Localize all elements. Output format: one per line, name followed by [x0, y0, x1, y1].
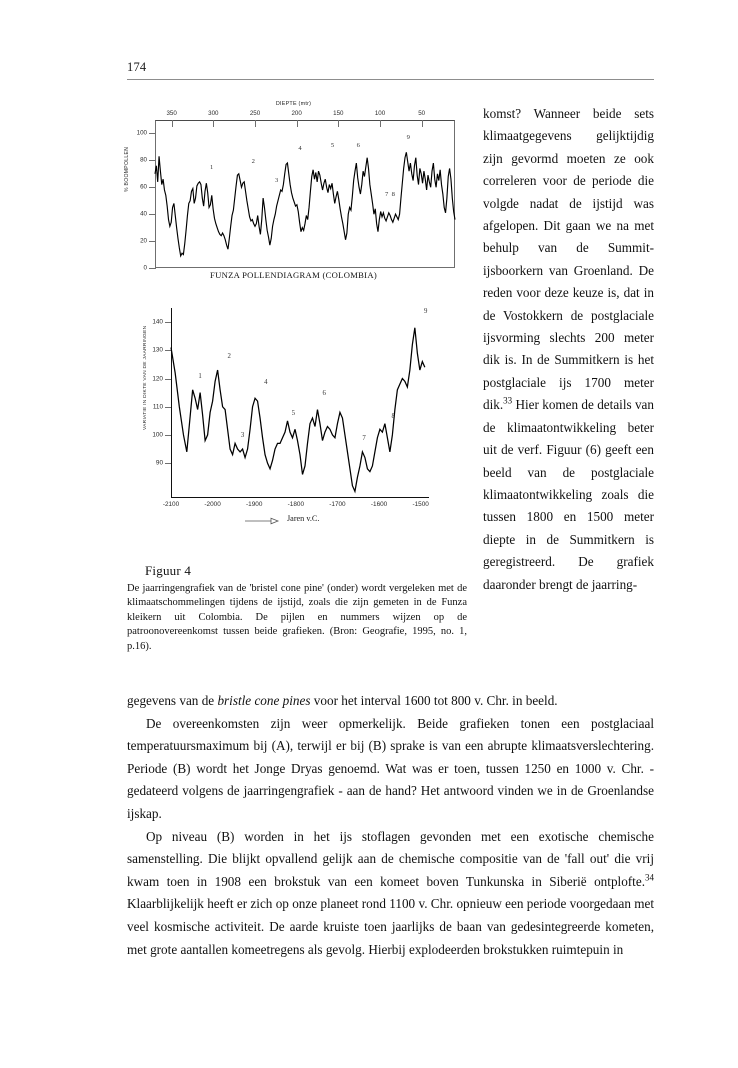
y-tick-mark — [165, 350, 171, 352]
x-tick-label: 150 — [333, 110, 344, 117]
chart-bottom-y-axis — [171, 308, 173, 498]
y-tick-label: 100 — [152, 431, 163, 439]
chart-bottom-x-axis — [171, 497, 429, 499]
chart-marker-7: 7 — [385, 190, 389, 198]
y-tick-label: 130 — [152, 346, 163, 354]
figure-label: Figuur 4 — [145, 563, 192, 578]
body-p1-part-b: voor het interval 1600 tot 800 v. Chr. i… — [310, 693, 558, 708]
chart-marker-1: 1 — [198, 373, 202, 381]
right-column-paragraph: komst? Wanneer beide sets klimaatgegeven… — [483, 103, 654, 596]
y-tick-mark — [165, 434, 171, 436]
chart-marker-6: 6 — [322, 390, 326, 398]
y-tick-label: 60 — [140, 183, 147, 191]
body-p1-part-a: gegevens van de — [127, 693, 218, 708]
body-paragraph-2: De overeenkomsten zijn weer opmerkelijk.… — [127, 715, 654, 821]
chart-marker-5: 5 — [291, 409, 296, 417]
chart-marker-5: 5 — [330, 142, 335, 150]
y-tick-mark — [165, 406, 171, 408]
x-tick-mark — [296, 120, 298, 127]
chart-marker-3: 3 — [240, 432, 245, 440]
footnote-ref-34: 34 — [645, 872, 654, 883]
right-col-part-2: Hier komen de details van de klimaatontw… — [483, 397, 654, 592]
right-col-part-1: komst? Wanneer beide sets klimaatgegeven… — [483, 106, 654, 413]
x-tick-mark — [255, 120, 256, 127]
body-paragraph-1: gegevens van de bristle cone pines voor … — [127, 690, 654, 713]
x-tick-label: -1900 — [246, 501, 263, 508]
y-tick-mark — [165, 463, 171, 465]
chart-marker-3: 3 — [275, 177, 279, 185]
y-tick-label: 90 — [155, 459, 163, 467]
chart-top-series — [154, 152, 456, 258]
x-tick-label: 100 — [374, 110, 386, 117]
chart-marker-2: 2 — [227, 353, 231, 361]
x-tick-label: 350 — [166, 110, 177, 117]
y-tick-mark — [149, 268, 156, 269]
body-p3-part-b: Klaarblijkelijk heeft er zich op onze pl… — [127, 896, 654, 957]
bristlecone-tree-ring-chart: VARIATIE IN DIKTE VAN DE JAARRINGEN 90 10… — [127, 302, 460, 537]
x-tick-label: 200 — [291, 110, 302, 117]
chart-marker-4: 4 — [264, 378, 268, 386]
x-tick-label: -1700 — [329, 501, 346, 508]
footnote-ref-33: 33 — [503, 395, 513, 406]
y-tick-label: 120 — [152, 375, 163, 383]
y-tick-mark — [149, 187, 156, 189]
x-tick-label: 250 — [249, 110, 261, 117]
x-tick-mark — [171, 120, 173, 127]
y-tick-mark — [165, 378, 171, 380]
y-tick-mark — [149, 214, 156, 216]
figure-4-block: DIEPTE (mtr) % BOOMPOLLEN 350 300 250 200 15… — [124, 100, 472, 537]
y-tick-mark — [149, 241, 156, 243]
chart-marker-8: 8 — [391, 190, 395, 198]
y-tick-mark — [149, 160, 156, 162]
body-p1-italic: bristle cone pines — [217, 693, 311, 708]
x-tick-label: -1500 — [412, 501, 429, 508]
chart-marker-4: 4 — [298, 144, 302, 152]
x-tick-label: -1800 — [287, 501, 305, 508]
chart-bottom-series — [170, 327, 426, 494]
y-tick-label: 40 — [140, 210, 147, 218]
y-tick-label: 20 — [140, 237, 147, 245]
x-axis-arrow-icon — [245, 517, 280, 525]
figure-caption-block: Figuur 4 De jaarringengrafiek van de 'br… — [127, 563, 467, 654]
x-tick-mark — [338, 120, 340, 127]
x-tick-mark — [421, 120, 423, 127]
chart-marker-9: 9 — [423, 308, 428, 316]
page-number: 174 — [127, 60, 147, 74]
body-text-block: gegevens van de bristle cone pines voor … — [127, 690, 654, 961]
funza-pollen-chart: DIEPTE (mtr) % BOOMPOLLEN 350 300 250 200 15… — [124, 100, 460, 280]
chart-marker-2: 2 — [251, 158, 255, 166]
y-tick-label: 100 — [136, 129, 147, 137]
chart-bottom-x-axis-label: Jaren v.C. — [287, 514, 320, 523]
chart-marker-6: 6 — [356, 142, 360, 150]
y-tick-label: 0 — [143, 264, 147, 272]
x-tick-label: -2100 — [162, 501, 180, 508]
figure-caption-text: De jaarringengrafiek van de 'bristel con… — [127, 583, 467, 652]
chart-top-axis-title: DIEPTE (mtr) — [275, 101, 312, 107]
x-tick-label: 50 — [418, 110, 426, 117]
body-paragraph-3: Op niveau (B) worden in het ijs stoflage… — [127, 826, 654, 962]
chart-marker-9: 9 — [406, 134, 410, 142]
y-tick-label: 140 — [152, 318, 163, 326]
y-tick-mark — [149, 133, 156, 135]
y-tick-label: 80 — [140, 156, 147, 164]
x-tick-label: -1600 — [370, 501, 388, 508]
chart-marker-7: 7 — [362, 435, 366, 443]
x-tick-mark — [380, 120, 381, 127]
header-divider — [127, 79, 654, 80]
x-tick-label: 300 — [208, 110, 219, 117]
y-tick-mark — [165, 322, 171, 324]
chart-top-caption: FUNZA POLLENDIAGRAM (COLOMBIA) — [209, 270, 378, 280]
body-p3-part-a: Op niveau (B) worden in het ijs stoflage… — [127, 828, 654, 889]
x-tick-label: -2000 — [204, 501, 221, 508]
chart-marker-8: 8 — [391, 412, 395, 420]
y-tick-label: 110 — [152, 403, 163, 411]
chart-marker-1: 1 — [210, 163, 214, 171]
x-tick-mark — [213, 120, 215, 127]
right-column-text: komst? Wanneer beide sets klimaatgegeven… — [483, 103, 654, 596]
